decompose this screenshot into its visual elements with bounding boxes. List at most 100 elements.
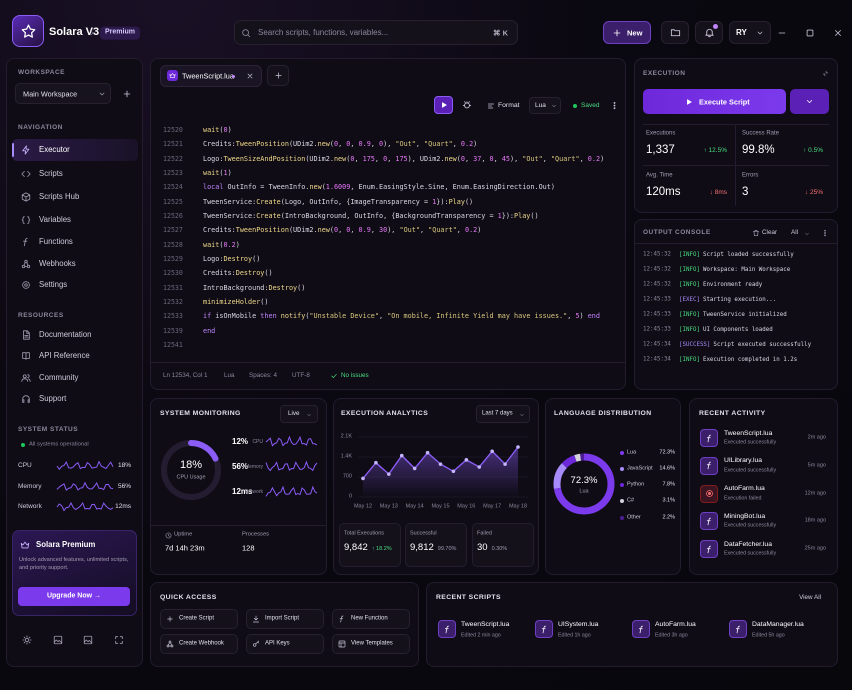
icon-part <box>23 262 29 267</box>
quick-action[interactable] <box>160 609 238 629</box>
resource-link[interactable]: Community <box>39 373 79 383</box>
nav-item[interactable]: Executor <box>39 145 70 155</box>
divider <box>643 124 829 125</box>
stat-value: 99.8% <box>742 143 775 156</box>
script-name[interactable]: DataManager.lua <box>752 620 804 628</box>
section-label: NAVIGATION <box>18 123 63 131</box>
quick-action-label[interactable]: API Keys <box>265 640 290 647</box>
icon-part <box>253 615 259 623</box>
new-button[interactable] <box>603 21 651 44</box>
legend-label: C# <box>627 497 635 504</box>
quick-action[interactable] <box>246 634 324 654</box>
quick-action[interactable] <box>332 609 410 629</box>
sparkline <box>265 460 318 472</box>
icon-chev <box>806 100 813 103</box>
quick-action[interactable] <box>332 634 410 654</box>
summary-card <box>472 523 534 567</box>
activity-name: MiningBot.lua <box>724 512 766 520</box>
execute-button-label[interactable]: Execute Script <box>699 96 750 106</box>
plan-badge: Premium <box>100 26 140 40</box>
quick-action-label[interactable]: New Function <box>351 615 388 622</box>
line-number: 12533 <box>163 312 183 321</box>
quick-action-label[interactable]: Import Script <box>265 615 300 622</box>
icon-fn <box>706 517 711 525</box>
stat-label: Success Rate <box>742 130 780 137</box>
nav-item[interactable]: Scripts <box>39 169 63 179</box>
code-token: wait <box>203 240 220 249</box>
shortcut-hint: ⌘ K <box>493 27 508 37</box>
nav-item[interactable]: Settings <box>39 280 68 290</box>
nav-item[interactable]: Functions <box>39 237 73 247</box>
y-tick-label: 700 <box>342 473 352 480</box>
log-row: [INFO] Workspace: Main Workspace <box>679 265 834 275</box>
code-line: local OutInfo = TweenInfo.new(1.6009, En… <box>203 183 555 192</box>
code-token: new <box>444 154 457 163</box>
icon-bug <box>462 101 472 109</box>
upgrade-button-label[interactable]: Upgrade Now → <box>46 592 102 600</box>
line-number: 12541 <box>163 340 183 349</box>
legend-swatch <box>620 516 624 520</box>
script-name[interactable]: UISystem.lua <box>558 620 599 628</box>
new-button-label: New <box>627 27 643 37</box>
code-token: 45 <box>501 154 510 163</box>
icon-img <box>53 635 62 645</box>
monitor-value: 12% <box>232 437 249 446</box>
log-message: Workspace: Main Workspace <box>702 267 791 273</box>
folder-button[interactable] <box>661 21 689 44</box>
execute-options[interactable] <box>790 89 829 114</box>
format-button[interactable]: Format <box>498 101 520 109</box>
x-tick-label: May 17 <box>483 503 502 510</box>
tab-name: TweenScript.lua <box>182 71 234 81</box>
nav-item[interactable]: Scripts Hub <box>39 192 80 202</box>
workspace-select[interactable] <box>15 83 111 104</box>
quick-action[interactable] <box>246 609 324 629</box>
quick-action-label[interactable]: Create Script <box>179 615 215 622</box>
nav-item-active[interactable] <box>12 139 138 161</box>
log-row: [SUCCESS] Script executed successfully <box>679 340 834 350</box>
log-time: 12:45:33 <box>643 296 671 303</box>
icon-part <box>84 635 93 645</box>
mode-select[interactable] <box>280 405 318 423</box>
code-token: 175 <box>362 154 375 163</box>
editor-tab[interactable] <box>160 65 262 87</box>
divider <box>735 124 736 206</box>
processes-value: 128 <box>242 543 255 553</box>
icon-part <box>706 462 711 470</box>
resource-link[interactable]: Support <box>39 394 67 404</box>
language-select[interactable] <box>529 97 561 114</box>
summary-change: 0.30% <box>491 546 508 552</box>
metric-name: Network <box>18 502 42 510</box>
resource-link[interactable]: Documentation <box>39 330 92 340</box>
script-icon <box>535 620 553 638</box>
nav-item[interactable]: Webhooks <box>39 259 76 269</box>
quick-action-label[interactable]: View Templates <box>351 640 393 647</box>
clear-button[interactable]: Clear <box>762 229 778 237</box>
nav-item[interactable]: Variables <box>39 215 71 225</box>
script-name[interactable]: TweenScript.lua <box>461 620 510 628</box>
code-token: minimizeHolder <box>203 297 261 306</box>
range-select[interactable] <box>476 405 530 423</box>
filter-select[interactable]: All <box>791 229 798 237</box>
code-token: local <box>203 183 224 192</box>
quick-action-label[interactable]: Create Webhook <box>179 640 224 647</box>
resource-link[interactable]: API Reference <box>39 351 90 361</box>
icon-part <box>22 281 30 289</box>
icon-part <box>707 492 711 495</box>
search-box[interactable] <box>234 20 518 45</box>
line-number: 12530 <box>163 269 183 278</box>
code-token: Destroy <box>268 283 298 292</box>
script-name[interactable]: AutoFarm.lua <box>655 620 696 628</box>
code-token: 0 <box>346 226 351 235</box>
view-all-link[interactable]: View All <box>799 594 821 602</box>
code-token: end <box>203 326 216 335</box>
line-number: 12526 <box>163 211 183 220</box>
execute-button[interactable] <box>643 89 786 114</box>
processes-label: Processes <box>242 531 270 538</box>
upgrade-button[interactable] <box>18 587 130 606</box>
stat-value: 3 <box>742 185 749 198</box>
user-button[interactable] <box>729 21 771 44</box>
icon-part <box>247 73 253 79</box>
icon-chev <box>552 105 556 107</box>
quick-action[interactable] <box>160 634 238 654</box>
activity-time: 2m ago <box>807 434 826 441</box>
